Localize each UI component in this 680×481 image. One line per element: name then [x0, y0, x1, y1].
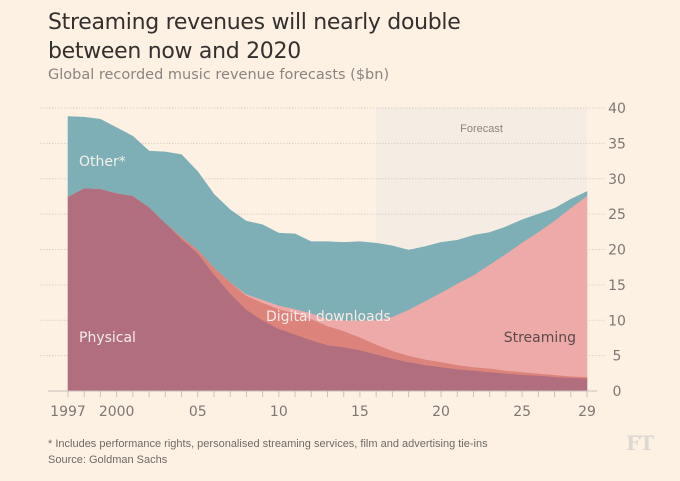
area-series: [67, 116, 588, 392]
y-tick-label-40: 40: [608, 101, 626, 117]
y-tick-label-10: 10: [608, 313, 626, 329]
chart-title: Streaming revenues will nearly double be…: [48, 8, 461, 66]
footnote: * Includes performance rights, personali…: [48, 438, 488, 450]
series-label-physical: Physical: [79, 330, 136, 346]
x-tick-label-25: 25: [513, 404, 531, 420]
x-tick-label-2000: 2000: [99, 404, 135, 420]
y-tick-label-25: 25: [608, 207, 626, 223]
forecast-label: Forecast: [460, 123, 503, 135]
y-tick-label-15: 15: [608, 278, 626, 294]
y-tick-label-5: 5: [613, 349, 622, 365]
y-axis: 0 5 10 15 20 25 30 35 40: [608, 101, 626, 400]
series-label-streaming: Streaming: [504, 330, 576, 346]
y-tick-label-35: 35: [608, 136, 626, 152]
x-tick-label-10: 10: [270, 404, 288, 420]
ft-logo: FT: [626, 431, 654, 455]
chart-title-line-1: Streaming revenues will nearly double: [48, 10, 461, 35]
x-tick-label-29: 29: [578, 404, 596, 420]
series-label-other: Other*: [79, 154, 126, 170]
series-label-digital-downloads: Digital downloads: [266, 309, 391, 325]
x-tick-label-15: 15: [351, 404, 369, 420]
chart-subtitle: Global recorded music revenue forecasts …: [48, 67, 390, 83]
x-tick-label-20: 20: [432, 404, 450, 420]
x-tick-label-05: 05: [189, 404, 207, 420]
source-note: Source: Goldman Sachs: [48, 454, 168, 466]
y-tick-label-20: 20: [608, 243, 626, 259]
x-tick-label-1997: 1997: [50, 404, 86, 420]
area-other: [67, 116, 588, 321]
series-labels: Physical Digital downloads Streaming Other*: [79, 154, 576, 346]
x-axis: 1997 2000 05 10 15 20 25 29: [48, 390, 597, 420]
chart-title-line-2: between now and 2020: [48, 39, 301, 64]
y-tick-label-0: 0: [613, 384, 622, 400]
y-tick-label-30: 30: [608, 172, 626, 188]
